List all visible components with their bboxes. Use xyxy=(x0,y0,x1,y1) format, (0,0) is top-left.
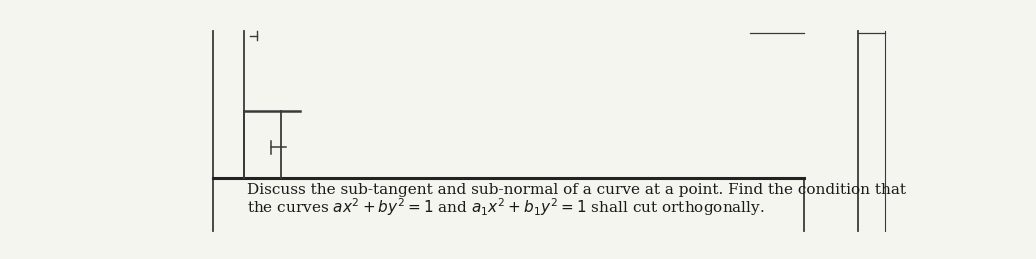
Text: Discuss the sub-tangent and sub-normal of a curve at a point. Find the condition: Discuss the sub-tangent and sub-normal o… xyxy=(248,183,906,197)
Text: the curves $ax^2 +by^2 =1$ and $a_1x^2 +b_1y^2 =1$ shall cut orthogonally.: the curves $ax^2 +by^2 =1$ and $a_1x^2 +… xyxy=(248,197,765,218)
